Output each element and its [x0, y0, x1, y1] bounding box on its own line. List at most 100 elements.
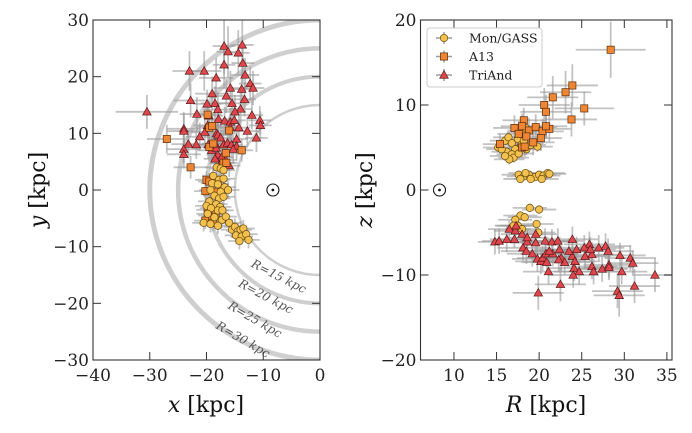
data-point [221, 90, 232, 100]
data-point [219, 174, 228, 183]
data-point [593, 242, 604, 252]
data-point [242, 126, 253, 135]
data-point [203, 110, 212, 119]
data-point [588, 266, 599, 276]
data-point [229, 106, 240, 116]
data-point [224, 185, 233, 195]
sun-icon-dot [271, 188, 275, 192]
data-point [521, 168, 530, 178]
data-point [615, 250, 625, 260]
data-point [237, 58, 248, 67]
legend-label: TriAnd [469, 68, 512, 83]
data-point [186, 163, 195, 172]
legend-item: Mon/GASS [436, 31, 538, 46]
data-point [255, 120, 266, 129]
legend-label: A13 [468, 49, 494, 64]
data-point [548, 93, 557, 102]
data-point [178, 126, 189, 135]
data-point [191, 109, 202, 118]
data-point [603, 246, 614, 255]
data-point [606, 45, 615, 54]
sun-marker [266, 183, 280, 197]
data-point [191, 139, 202, 149]
data-point [494, 235, 505, 245]
data-point [530, 237, 541, 247]
data-point [629, 281, 640, 290]
legend-marker-square-icon [440, 52, 448, 61]
data-point [537, 252, 548, 262]
legend-label: Mon/GASS [469, 31, 538, 46]
data-point [237, 146, 246, 155]
data-point [206, 185, 215, 195]
data-point [529, 138, 538, 147]
series-triand [489, 220, 660, 299]
data-point [510, 123, 519, 132]
data-point [511, 220, 522, 230]
data-point [522, 236, 533, 246]
data-point [213, 180, 222, 189]
series-mon-gass [199, 163, 253, 246]
data-point [526, 174, 535, 184]
x-tick-label: 25 [571, 366, 593, 386]
data-point [199, 65, 210, 75]
series-mon-gass [494, 123, 554, 237]
data-point [207, 88, 218, 98]
data-point [518, 122, 527, 131]
data-point [545, 169, 554, 178]
data-point [507, 139, 516, 148]
data-point [219, 166, 228, 175]
x-axis-label: R [kpc] [505, 393, 586, 418]
data-point [540, 235, 551, 245]
data-point [178, 149, 189, 158]
data-point [208, 122, 217, 130]
data-point [501, 151, 510, 161]
x-tick-label: 35 [656, 366, 678, 386]
data-point [236, 84, 247, 93]
legend-item: A13 [436, 49, 494, 64]
data-point [206, 219, 215, 229]
data-point [568, 269, 579, 279]
x-tick-label: 30 [613, 366, 635, 386]
data-point [532, 219, 541, 229]
data-point [227, 98, 237, 107]
data-point [614, 290, 625, 299]
data-point [233, 122, 244, 132]
series-triand [142, 39, 266, 170]
data-point [185, 95, 196, 105]
data-point [504, 133, 513, 142]
x-tick-label: −20 [189, 366, 225, 386]
y-tick-label: −30 [53, 351, 89, 371]
y-tick-label: 0 [406, 181, 417, 201]
data-point [627, 258, 638, 267]
data-point [233, 47, 244, 57]
data-point [510, 225, 521, 235]
x-tick-label: −40 [75, 366, 111, 386]
data-point [555, 279, 566, 288]
y-tick-label: −20 [381, 351, 417, 371]
data-point [544, 246, 555, 255]
data-point [221, 212, 230, 221]
x-tick-label: 10 [443, 366, 465, 386]
data-point [184, 65, 195, 75]
data-point [219, 192, 228, 201]
y-tick-label: 20 [395, 11, 417, 31]
data-point [228, 144, 239, 153]
data-point [202, 98, 212, 108]
data-point [219, 115, 230, 125]
data-point [194, 131, 205, 141]
data-point [239, 94, 250, 103]
data-point [604, 262, 614, 271]
y-tick-label: −10 [53, 238, 89, 258]
data-point [580, 251, 591, 260]
data-point [162, 135, 171, 143]
sun-marker [432, 183, 447, 197]
data-point [597, 264, 608, 273]
data-point [213, 114, 224, 123]
x-tick-label: 20 [528, 366, 550, 386]
data-point [142, 106, 152, 116]
data-point [533, 287, 544, 297]
data-point [537, 174, 546, 184]
data-point [212, 104, 223, 114]
